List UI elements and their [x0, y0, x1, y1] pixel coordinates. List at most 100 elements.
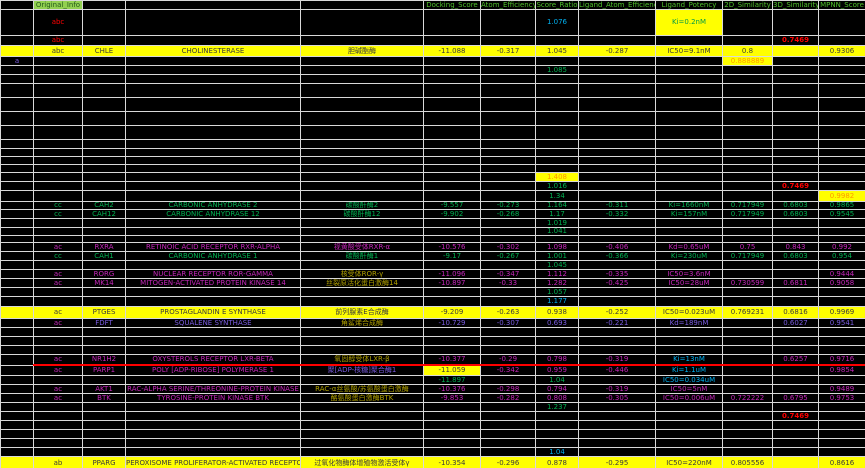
cell-r32-original-info[interactable]	[33, 327, 83, 337]
cell-r33-row-index[interactable]	[0, 336, 34, 346]
cell-r26-3d-similarity[interactable]	[772, 269, 819, 279]
cell-r39-mpnn-score[interactable]: 0.9753	[818, 393, 865, 403]
cell-r44-target-name-en[interactable]	[125, 438, 301, 448]
cell-r39-3d-similarity[interactable]: 0.6795	[772, 393, 819, 403]
cell-r1-3d-similarity[interactable]	[772, 9, 819, 36]
cell-r6-target-name-en[interactable]	[125, 74, 301, 84]
cell-r22-gene-symbol[interactable]	[82, 235, 126, 243]
cell-r27-gene-symbol[interactable]: MK14	[82, 278, 126, 288]
cell-r43-docking-score[interactable]	[423, 429, 481, 439]
cell-r33-target-name-cn[interactable]	[300, 336, 424, 346]
header-ligand-potency[interactable]: Ligand_Potency	[655, 0, 723, 10]
cell-r40-target-name-en[interactable]	[125, 402, 301, 412]
cell-r30-atom-efficiency[interactable]: -0.263	[480, 306, 536, 319]
cell-r26-atom-efficiency[interactable]: -0.347	[480, 269, 536, 279]
cell-r36-docking-score[interactable]: -11.059	[423, 364, 481, 376]
cell-r20-ligand-potency[interactable]	[655, 218, 723, 228]
cell-r37-atom-efficiency[interactable]	[480, 375, 536, 385]
cell-r36-2d-similarity[interactable]	[722, 364, 773, 376]
cell-r11-target-name-cn[interactable]	[300, 139, 424, 149]
cell-r21-atom-efficiency[interactable]	[480, 227, 536, 236]
cell-r1-mpnn-score[interactable]	[818, 9, 865, 36]
cell-r26-gene-symbol[interactable]: RORG	[82, 269, 126, 279]
cell-r26-target-name-cn[interactable]: 核受体ROR-γ	[300, 269, 424, 279]
cell-r8-score-ratio[interactable]	[535, 97, 579, 112]
cell-r24-3d-similarity[interactable]: 0.6803	[772, 251, 819, 261]
cell-r3-original-info[interactable]: abc	[33, 45, 83, 57]
cell-r32-atom-efficiency[interactable]	[480, 327, 536, 337]
cell-r16-target-name-cn[interactable]	[300, 181, 424, 191]
cell-r6-atom-efficiency[interactable]	[480, 74, 536, 84]
cell-r42-gene-symbol[interactable]	[82, 420, 126, 430]
header-3d-similarity[interactable]: 3D_Similarity	[772, 0, 819, 10]
cell-r32-row-index[interactable]	[0, 327, 34, 337]
cell-r4-3d-similarity[interactable]	[772, 56, 819, 66]
cell-r12-ligand-potency[interactable]	[655, 148, 723, 157]
cell-r15-docking-score[interactable]	[423, 172, 481, 182]
cell-r41-target-name-en[interactable]	[125, 411, 301, 421]
cell-r41-original-info[interactable]	[33, 411, 83, 421]
cell-r6-original-info[interactable]	[33, 74, 83, 84]
cell-r30-original-info[interactable]: ac	[33, 306, 83, 319]
cell-r19-score-ratio[interactable]: 1.17	[535, 209, 579, 219]
cell-r26-row-index[interactable]	[0, 269, 34, 279]
cell-r5-ligand-potency[interactable]	[655, 65, 723, 75]
cell-r13-atom-efficiency[interactable]	[480, 156, 536, 165]
cell-r15-row-index[interactable]	[0, 172, 34, 182]
cell-r37-ligand-atom-efficiency[interactable]	[578, 375, 656, 385]
cell-r34-original-info[interactable]	[33, 345, 83, 355]
cell-r27-atom-efficiency[interactable]: -0.33	[480, 278, 536, 288]
cell-r19-atom-efficiency[interactable]: -0.268	[480, 209, 536, 219]
cell-r14-3d-similarity[interactable]	[772, 164, 819, 173]
cell-r23-2d-similarity[interactable]: 0.75	[722, 242, 773, 252]
cell-r1-original-info[interactable]: abc	[33, 9, 83, 36]
cell-r18-row-index[interactable]	[0, 201, 34, 210]
cell-r35-score-ratio[interactable]: 0.798	[535, 354, 579, 366]
cell-r31-mpnn-score[interactable]: 0.9541	[818, 318, 865, 328]
cell-r5-score-ratio[interactable]: 1.085	[535, 65, 579, 75]
cell-r12-row-index[interactable]	[0, 148, 34, 157]
cell-r3-target-name-en[interactable]: CHOLINESTERASE	[125, 45, 301, 57]
cell-r14-atom-efficiency[interactable]	[480, 164, 536, 173]
cell-r41-target-name-cn[interactable]	[300, 411, 424, 421]
cell-r26-mpnn-score[interactable]: 0.9444	[818, 269, 865, 279]
cell-r43-ligand-potency[interactable]	[655, 429, 723, 439]
cell-r9-target-name-cn[interactable]	[300, 111, 424, 126]
header-ligand-atom-efficiency[interactable]: Ligand_Atom_Efficiency	[578, 0, 656, 10]
cell-r7-score-ratio[interactable]	[535, 83, 579, 98]
cell-r6-score-ratio[interactable]	[535, 74, 579, 84]
cell-r46-original-info[interactable]: ab	[33, 456, 83, 468]
cell-r32-gene-symbol[interactable]	[82, 327, 126, 337]
cell-r14-target-name-en[interactable]	[125, 164, 301, 173]
cell-r18-ligand-atom-efficiency[interactable]: -0.311	[578, 201, 656, 210]
cell-r43-mpnn-score[interactable]	[818, 429, 865, 439]
cell-r25-target-name-cn[interactable]	[300, 260, 424, 270]
header-mpnn-score[interactable]: MPNN_Score	[818, 0, 865, 10]
cell-r34-target-name-en[interactable]	[125, 345, 301, 355]
cell-r14-mpnn-score[interactable]	[818, 164, 865, 173]
cell-r28-ligand-atom-efficiency[interactable]	[578, 287, 656, 297]
cell-r16-gene-symbol[interactable]	[82, 181, 126, 191]
cell-r10-target-name-en[interactable]	[125, 125, 301, 140]
cell-r1-target-name-en[interactable]	[125, 9, 301, 36]
cell-r25-atom-efficiency[interactable]	[480, 260, 536, 270]
cell-r4-ligand-atom-efficiency[interactable]	[578, 56, 656, 66]
cell-r21-score-ratio[interactable]: 1.041	[535, 227, 579, 236]
cell-r41-3d-similarity[interactable]: 0.7469	[772, 411, 819, 421]
cell-r36-original-info[interactable]: ac	[33, 364, 83, 376]
cell-r10-docking-score[interactable]	[423, 125, 481, 140]
header-target-name-cn[interactable]	[300, 0, 424, 10]
cell-r27-original-info[interactable]: ac	[33, 278, 83, 288]
cell-r22-ligand-potency[interactable]	[655, 235, 723, 243]
cell-r36-row-index[interactable]	[0, 364, 34, 376]
cell-r26-ligand-potency[interactable]: IC50=3.6nM	[655, 269, 723, 279]
cell-r16-ligand-atom-efficiency[interactable]	[578, 181, 656, 191]
cell-r10-mpnn-score[interactable]	[818, 125, 865, 140]
cell-r43-gene-symbol[interactable]	[82, 429, 126, 439]
cell-r44-original-info[interactable]	[33, 438, 83, 448]
header-gene-symbol[interactable]	[82, 0, 126, 10]
cell-r7-gene-symbol[interactable]	[82, 83, 126, 98]
cell-r15-score-ratio[interactable]: 1.408	[535, 172, 579, 182]
cell-r3-2d-similarity[interactable]: 0.8	[722, 45, 773, 57]
cell-r25-ligand-atom-efficiency[interactable]	[578, 260, 656, 270]
